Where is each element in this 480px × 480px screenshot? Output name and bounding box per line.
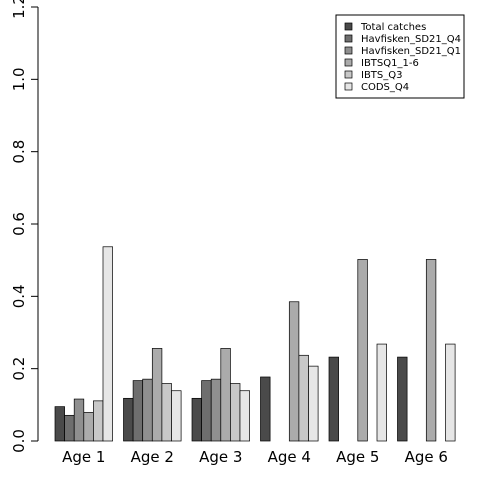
legend-item: Total catches <box>344 22 426 33</box>
legend-label: Havfisken_SD21_Q1 <box>361 46 461 57</box>
bar <box>142 378 153 442</box>
bar-group <box>54 246 113 442</box>
y-tick-label: 0.2 <box>10 357 28 381</box>
legend-box <box>335 14 465 99</box>
bar-group <box>123 348 182 442</box>
bar <box>328 356 339 442</box>
bar <box>102 246 113 442</box>
bar <box>308 365 319 442</box>
bar <box>260 376 271 442</box>
legend-item: Havfisken_SD21_Q1 <box>344 46 461 57</box>
category-label: Age 4 <box>268 448 311 466</box>
legend: Total catchesHavfisken_SD21_Q4Havfisken_… <box>335 14 465 99</box>
bar-group <box>191 348 250 442</box>
bar <box>239 390 250 442</box>
y-tick-label: 0.0 <box>10 429 28 453</box>
bar <box>210 378 222 442</box>
category-label: Age 1 <box>62 448 105 466</box>
bar <box>230 383 241 442</box>
bar <box>123 397 134 442</box>
bar <box>288 301 300 442</box>
legend-label: IBTSQ1_1-6 <box>361 58 419 69</box>
bar-group <box>397 259 456 442</box>
bar <box>425 259 437 442</box>
y-tick-label: 0.8 <box>10 140 28 164</box>
category-label: Age 3 <box>199 448 242 466</box>
legend-item: Havfisken_SD21_Q4 <box>344 34 461 45</box>
legend-swatch <box>344 58 353 67</box>
legend-swatch <box>344 82 353 91</box>
legend-swatch <box>344 46 353 55</box>
bar <box>93 400 104 442</box>
legend-item: CODS_Q4 <box>344 82 409 93</box>
bar <box>54 406 65 442</box>
category-label: Age 6 <box>405 448 448 466</box>
bar <box>376 343 387 442</box>
bar-group <box>260 301 319 442</box>
legend-item: IBTSQ1_1-6 <box>344 58 419 69</box>
bar <box>83 412 94 442</box>
bar <box>397 356 408 442</box>
bar <box>161 383 172 442</box>
bar-group <box>328 259 387 442</box>
category-label: Age 5 <box>336 448 379 466</box>
category-labels: Age 1 Age 2 Age 3 Age 4 Age 5 Age 6 <box>62 448 448 466</box>
category-label: Age 2 <box>131 448 174 466</box>
bar <box>73 398 85 442</box>
bar <box>171 390 182 442</box>
bar <box>220 348 231 442</box>
bar <box>445 343 456 442</box>
bar <box>357 259 368 442</box>
bar-groups <box>54 246 456 442</box>
y-tick-label: 0.4 <box>10 284 28 308</box>
bar <box>132 380 144 442</box>
bar <box>201 380 212 442</box>
y-tick-label: 0.6 <box>10 212 28 236</box>
bar <box>151 348 163 442</box>
legend-label: IBTS_Q3 <box>361 70 403 81</box>
bar <box>64 414 75 442</box>
bar <box>298 354 309 442</box>
legend-swatch <box>344 22 353 31</box>
legend-label: CODS_Q4 <box>361 82 409 93</box>
legend-label: Havfisken_SD21_Q4 <box>361 34 461 45</box>
legend-swatch <box>344 70 353 79</box>
y-tick-label: 1.0 <box>10 67 28 91</box>
legend-item: IBTS_Q3 <box>344 70 403 81</box>
y-tick-label: 1.2 <box>10 0 28 19</box>
legend-swatch <box>344 34 353 43</box>
y-axis-ticks: 0.0 0.2 0.4 0.6 0.8 1.0 1.2 <box>10 0 38 453</box>
bar <box>191 397 202 442</box>
legend-label: Total catches <box>360 22 426 33</box>
